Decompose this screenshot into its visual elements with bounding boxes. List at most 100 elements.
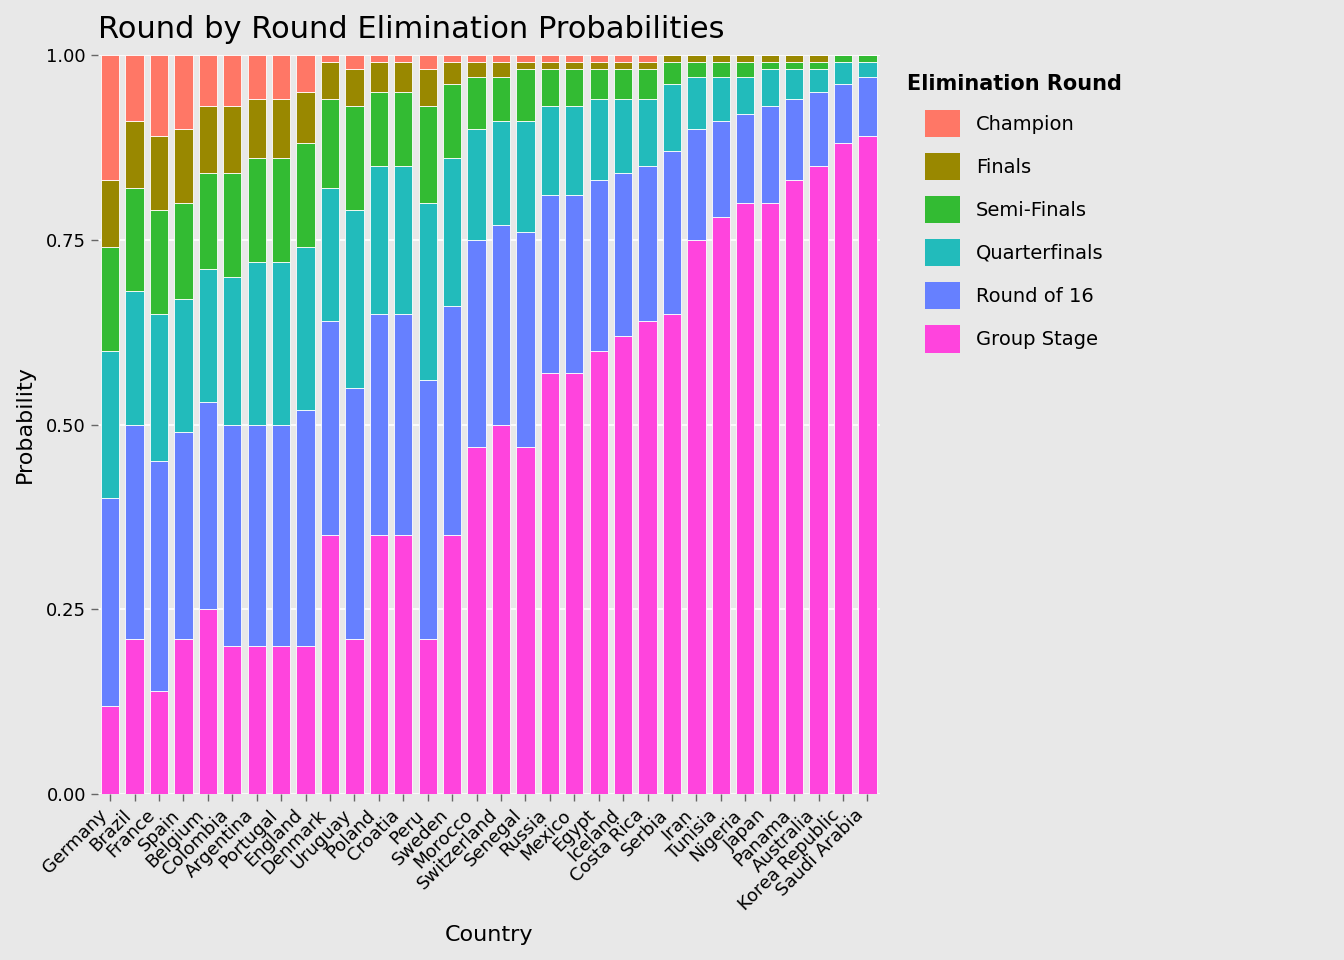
Bar bbox=[516, 121, 535, 232]
Bar bbox=[125, 121, 144, 188]
Bar bbox=[370, 314, 388, 536]
Bar bbox=[321, 62, 339, 99]
Bar bbox=[540, 372, 559, 794]
Bar bbox=[101, 350, 120, 498]
Bar bbox=[370, 536, 388, 794]
Bar bbox=[223, 646, 242, 794]
Bar bbox=[663, 314, 681, 794]
Bar bbox=[564, 55, 583, 62]
Bar bbox=[761, 62, 780, 69]
Bar bbox=[564, 107, 583, 195]
Bar bbox=[394, 536, 413, 794]
Bar bbox=[468, 55, 485, 62]
Y-axis label: Probability: Probability bbox=[15, 366, 35, 484]
Bar bbox=[663, 84, 681, 151]
Bar bbox=[149, 55, 168, 136]
Bar bbox=[785, 180, 804, 794]
Bar bbox=[809, 91, 828, 166]
Bar bbox=[297, 410, 314, 646]
Bar bbox=[785, 62, 804, 69]
Bar bbox=[663, 55, 681, 62]
Bar bbox=[418, 203, 437, 380]
Bar bbox=[638, 55, 657, 62]
Bar bbox=[540, 55, 559, 62]
Bar bbox=[590, 62, 607, 69]
Bar bbox=[125, 639, 144, 794]
Bar bbox=[101, 247, 120, 350]
Bar bbox=[271, 55, 290, 99]
Bar bbox=[394, 62, 413, 91]
Bar bbox=[223, 276, 242, 424]
Bar bbox=[394, 55, 413, 62]
Bar bbox=[687, 55, 706, 62]
Bar bbox=[638, 166, 657, 321]
Bar bbox=[638, 69, 657, 99]
Bar bbox=[149, 210, 168, 314]
Bar bbox=[101, 55, 120, 180]
Bar bbox=[418, 639, 437, 794]
Bar bbox=[247, 424, 266, 646]
Bar bbox=[785, 55, 804, 62]
X-axis label: Country: Country bbox=[445, 925, 534, 945]
Bar bbox=[468, 129, 485, 240]
Bar bbox=[564, 372, 583, 794]
Bar bbox=[737, 114, 754, 203]
Bar bbox=[712, 217, 730, 794]
Bar bbox=[614, 62, 632, 69]
Bar bbox=[468, 240, 485, 446]
Bar bbox=[345, 69, 364, 107]
Bar bbox=[712, 62, 730, 77]
Bar bbox=[345, 388, 364, 639]
Bar bbox=[394, 91, 413, 166]
Bar bbox=[614, 55, 632, 62]
Bar bbox=[444, 158, 461, 306]
Bar bbox=[809, 69, 828, 91]
Bar bbox=[175, 432, 192, 639]
Bar bbox=[687, 62, 706, 77]
Bar bbox=[687, 240, 706, 794]
Bar bbox=[297, 55, 314, 91]
Text: Round by Round Elimination Probabilities: Round by Round Elimination Probabilities bbox=[98, 15, 724, 44]
Bar bbox=[737, 77, 754, 114]
Bar bbox=[590, 180, 607, 350]
Bar bbox=[345, 639, 364, 794]
Bar bbox=[638, 321, 657, 794]
Bar bbox=[444, 536, 461, 794]
Bar bbox=[321, 99, 339, 188]
Bar bbox=[297, 91, 314, 143]
Bar bbox=[345, 55, 364, 69]
Bar bbox=[833, 84, 852, 143]
Bar bbox=[418, 107, 437, 203]
Bar bbox=[663, 62, 681, 84]
Bar bbox=[370, 166, 388, 314]
Bar bbox=[761, 203, 780, 794]
Bar bbox=[761, 107, 780, 203]
Bar bbox=[564, 195, 583, 372]
Bar bbox=[271, 262, 290, 424]
Bar bbox=[833, 62, 852, 84]
Bar bbox=[297, 143, 314, 247]
Bar bbox=[590, 350, 607, 794]
Bar bbox=[101, 180, 120, 247]
Bar bbox=[761, 69, 780, 107]
Bar bbox=[492, 424, 511, 794]
Bar bbox=[199, 269, 216, 402]
Bar bbox=[175, 129, 192, 203]
Bar bbox=[247, 158, 266, 262]
Bar bbox=[175, 55, 192, 129]
Bar bbox=[614, 99, 632, 173]
Bar bbox=[223, 107, 242, 173]
Bar bbox=[199, 402, 216, 610]
Bar bbox=[809, 55, 828, 62]
Bar bbox=[149, 314, 168, 462]
Bar bbox=[638, 99, 657, 166]
Bar bbox=[468, 77, 485, 129]
Bar bbox=[492, 225, 511, 424]
Bar bbox=[444, 84, 461, 158]
Bar bbox=[540, 195, 559, 372]
Bar bbox=[737, 62, 754, 77]
Bar bbox=[540, 69, 559, 107]
Bar bbox=[418, 69, 437, 107]
Bar bbox=[785, 99, 804, 180]
Bar bbox=[271, 424, 290, 646]
